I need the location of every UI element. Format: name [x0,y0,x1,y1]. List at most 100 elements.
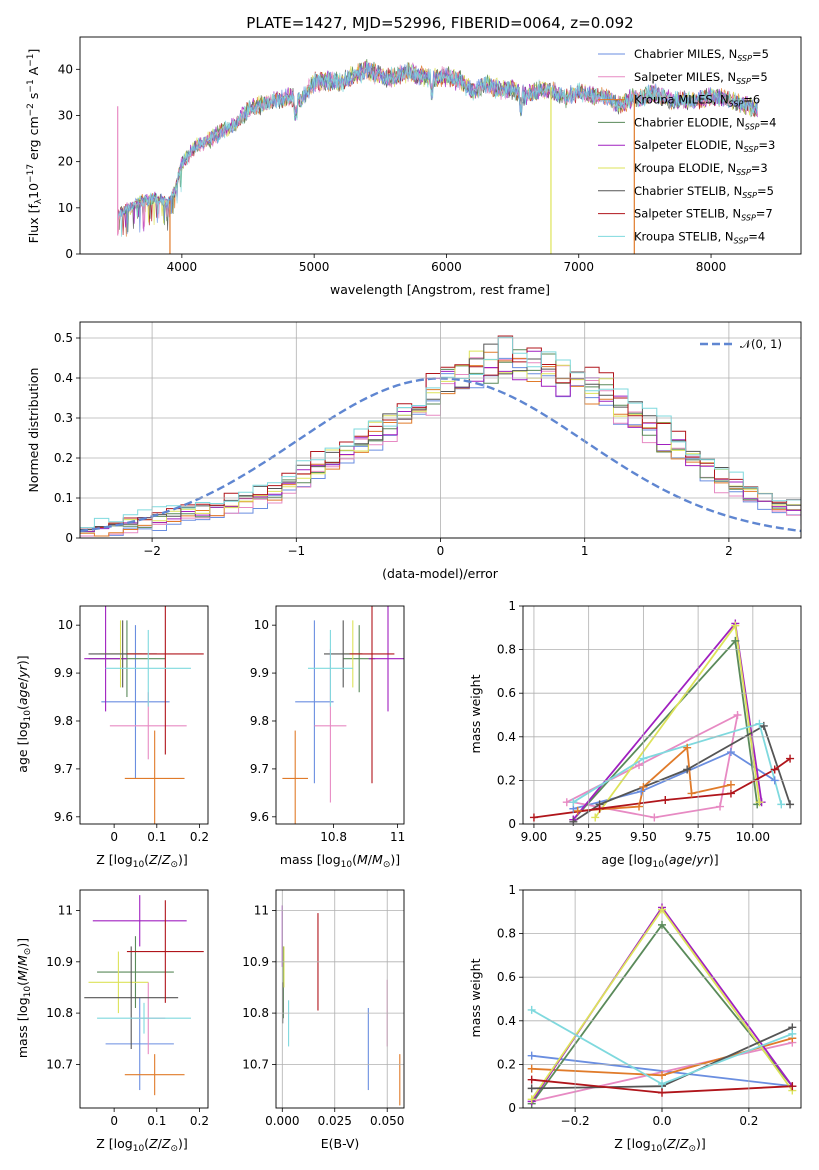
mass-z-ylabel: mass [log10(M/M⊙)] [15,938,33,1058]
legend-label-kroupa-elodie: Kroupa ELODIE, NSSP=3 [634,161,768,177]
weight-marker-chabrier-miles [527,1051,536,1060]
weight-marker-kroupa-miles [687,789,696,798]
x-tick-label: −0.2 [561,1114,590,1128]
weight-marker-chabrier-stelib [759,721,768,730]
age-z-ylabel: age [log10(age/yr)] [15,655,33,772]
weight-marker-chabrier-stelib [527,1084,536,1093]
y-tick-label: 0.6 [497,686,516,700]
plot-area [282,606,404,824]
mass-weight-vs-age-panel: age [log10(age/yr)] mass weight 9.00 9.25… [468,599,802,870]
y-tick-label: 0.6 [497,970,516,984]
x-tick-label: 9.25 [575,830,602,844]
legend-label-chabrier-stelib: Chabrier STELIB, NSSP=5 [634,184,774,200]
legend-label-normal: 𝒩(0, 1) [740,337,782,351]
x-tick-label: 4000 [167,260,198,274]
residuals-xlabel: (data-model)/error [382,566,499,581]
weight-marker-chabrier-stelib [569,817,578,826]
mw-age-xlabel: age [log10(age/yr)] [601,852,718,870]
x-tick-label: 0.2 [190,1114,209,1128]
weight-marker-kroupa-stelib [527,1005,536,1014]
axes-frame [522,605,802,825]
axes-frame [275,889,405,1109]
spectrum-xlabel: wavelength [Angstrom, rest frame] [330,282,550,297]
mass-ebv-xlabel: E(B-V) [321,1136,360,1151]
legend-label-salpeter-stelib: Salpeter STELIB, NSSP=7 [634,207,773,223]
weight-marker-kroupa-miles [573,806,582,815]
x-tick-label: 11 [390,830,405,844]
legend-label-chabrier-miles: Chabrier MILES, NSSP=5 [634,47,769,63]
y-tick-label: 11 [254,904,269,918]
weight-marker-kroupa-stelib [658,1080,666,1089]
y-tick-label: 10.8 [46,1006,73,1020]
weight-marker-kroupa-miles [658,1071,666,1080]
weight-marker-kroupa-elodie [755,798,764,807]
x-tick-label: 0 [110,830,118,844]
histogram-salpeter-stelib [80,335,801,529]
x-tick-label: 0.0 [652,1114,671,1128]
y-tick-label: 10.9 [46,955,73,969]
weight-marker-salpeter-stelib [529,813,538,822]
axes-frame [522,889,802,1109]
y-tick-label: 0 [65,247,73,261]
age-vs-z-panel: Z [log10(Z/Z⊙)] age [log10(age/yr)] 0 0.1… [15,605,209,870]
weight-marker-salpeter-miles [650,813,659,822]
y-tick-label: 10.8 [242,1006,269,1020]
y-tick-label: 0.8 [497,643,516,657]
x-tick-label: 0 [437,544,445,558]
x-tick-label: 0.2 [739,1114,758,1128]
y-tick-label: 0 [508,817,516,831]
legend-label-salpeter-miles: Salpeter MILES, NSSP=5 [634,70,768,86]
y-tick-label: 10 [58,618,73,632]
x-tick-label: 0.2 [190,830,209,844]
x-tick-label: 0.050 [370,1114,404,1128]
residuals-panel: (data-model)/error Normed distribution −… [26,321,802,581]
weight-marker-salpeter-stelib [661,796,670,805]
x-tick-label: 9.75 [685,830,712,844]
weight-marker-chabrier-miles [637,787,646,796]
weight-marker-salpeter-stelib [527,1075,536,1084]
weight-marker-chabrier-stelib [683,765,692,774]
histogram-kroupa-stelib [80,336,801,529]
weight-marker-salpeter-miles [716,802,725,811]
plot-area [80,335,801,537]
y-tick-label: 0.8 [497,927,516,941]
y-tick-label: 9.6 [54,810,73,824]
weight-marker-salpeter-stelib [726,789,735,798]
weight-marker-chabrier-miles [770,776,779,785]
x-tick-label: −1 [287,544,305,558]
y-tick-label: 0.2 [497,1057,516,1071]
weight-marker-kroupa-elodie [658,905,666,914]
y-tick-label: 9.7 [250,762,269,776]
weight-marker-kroupa-miles [683,743,692,752]
weight-marker-salpeter-stelib [786,754,795,763]
axes-frame [79,605,209,825]
legend-label-kroupa-stelib: Kroupa STELIB, NSSP=4 [634,229,765,245]
weight-line-salpeter-miles [566,713,739,819]
x-tick-label: 0.025 [318,1114,352,1128]
y-tick-label: 0.5 [54,331,73,345]
y-tick-label: 10.9 [242,955,269,969]
age-z-xlabel: Z [log10(Z/Z⊙)] [96,852,188,870]
y-tick-label: 0.4 [54,371,73,385]
y-tick-label: 20 [58,155,73,169]
axes-frame [79,321,802,539]
weight-marker-chabrier-elodie [731,636,740,645]
x-tick-label: 10.00 [736,830,770,844]
spectrum-line-chabrier-miles [118,62,758,235]
weight-marker-kroupa-elodie [591,813,600,822]
x-tick-label: 6000 [431,260,462,274]
weight-marker-kroupa-elodie [731,621,740,630]
axes-frame [79,36,802,255]
weight-marker-kroupa-stelib [788,1029,797,1038]
plot-area [281,905,401,1106]
plot-area [84,606,204,824]
weight-marker-salpeter-stelib [658,1088,666,1097]
x-tick-label: 8000 [696,260,727,274]
weight-marker-salpeter-stelib [595,804,604,813]
y-tick-label: 0 [508,1101,516,1115]
y-tick-label: 9.8 [250,714,269,728]
spectrum-ylabel: Flux [fλ10−17 erg cm−2 s−1 A−1] [26,49,44,244]
weight-marker-salpeter-miles [635,761,644,770]
y-tick-label: 9.9 [250,666,269,680]
